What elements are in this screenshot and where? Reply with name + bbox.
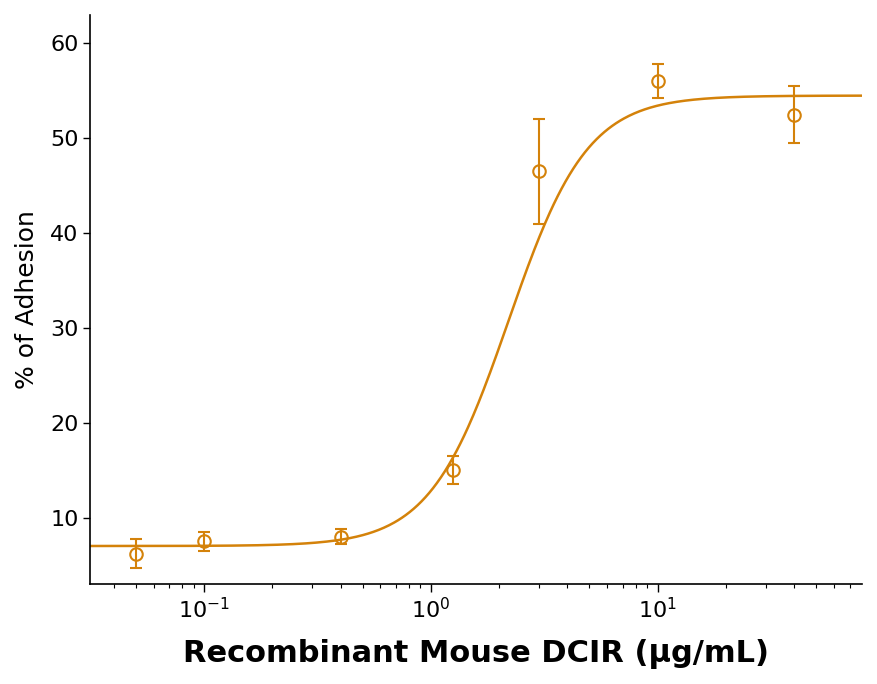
Y-axis label: % of Adhesion: % of Adhesion: [15, 210, 39, 389]
X-axis label: Recombinant Mouse DCIR (μg/mL): Recombinant Mouse DCIR (μg/mL): [183, 639, 769, 669]
